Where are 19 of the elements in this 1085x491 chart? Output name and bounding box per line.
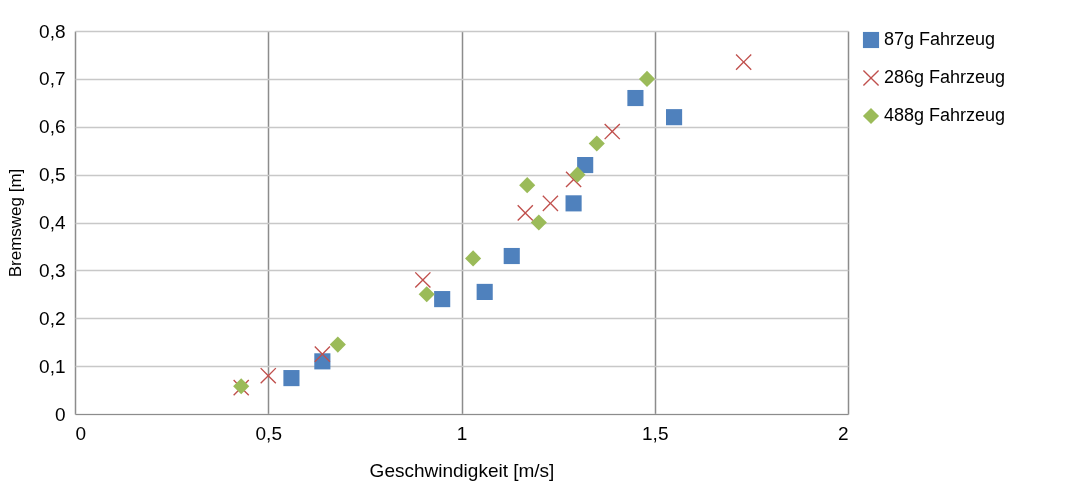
y-tick-label: 0,3 [39, 259, 66, 281]
y-axis-title: Bremsweg [m] [6, 168, 26, 278]
legend-label: 488g Fahrzeug [884, 105, 1006, 125]
y-tick-label: 0,6 [39, 116, 66, 138]
y-tick-label: 0,8 [39, 20, 66, 42]
x-axis-title: Geschwindigkeit [m/s] [369, 459, 555, 481]
x-tick-label: 0 [75, 422, 87, 444]
y-tick-label: 0,2 [39, 307, 66, 329]
legend-label: 286g Fahrzeug [884, 67, 1006, 87]
x-tick-label: 2 [837, 422, 849, 444]
y-tick-label: 0,1 [39, 355, 66, 377]
y-tick-label: 0,4 [39, 212, 66, 233]
y-tick-label: 0,7 [39, 68, 66, 90]
legend-label: 87g Fahrzeug [884, 29, 996, 49]
y-tick-label: 0,5 [39, 164, 66, 186]
x-tick-label: 1 [456, 422, 468, 444]
x-tick-label: 1,5 [642, 422, 669, 444]
y-tick-label: 0 [54, 403, 66, 425]
x-tick-label: 0,5 [255, 422, 282, 444]
